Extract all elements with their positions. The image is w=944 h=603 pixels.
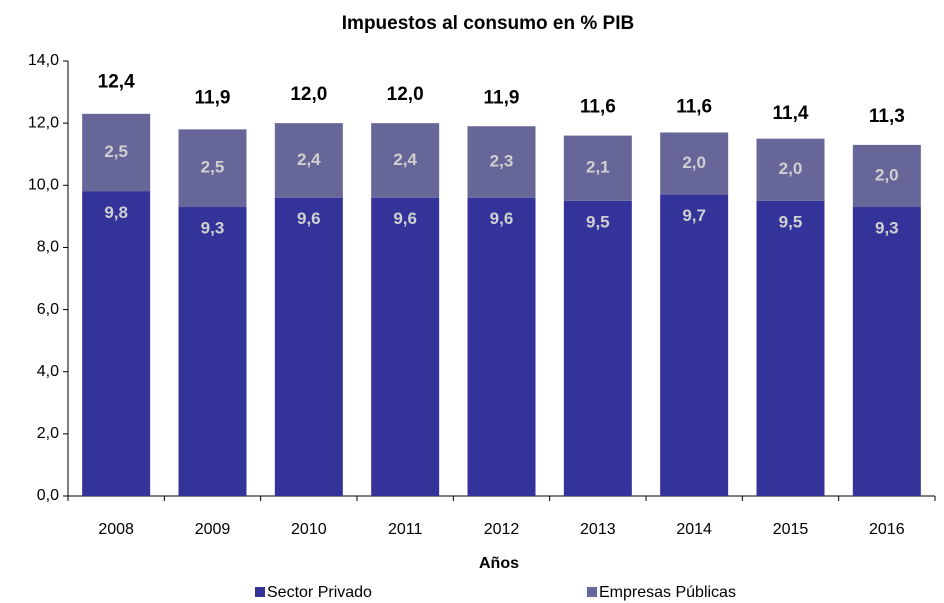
bar-segment xyxy=(563,200,632,497)
total-label: 11,9 xyxy=(195,87,231,108)
bar-segment xyxy=(660,132,729,195)
bar-segment xyxy=(852,207,921,497)
x-tick-label: 2012 xyxy=(484,521,520,538)
x-tick-label: 2010 xyxy=(291,521,327,538)
data-label: 9,7 xyxy=(682,206,706,225)
data-label: 9,6 xyxy=(297,209,321,228)
bar-segment xyxy=(178,207,247,497)
data-label: 2,4 xyxy=(393,150,417,169)
x-tick-label: 2015 xyxy=(773,521,809,538)
x-tick-label: 2009 xyxy=(195,521,231,538)
data-label: 2,5 xyxy=(104,142,128,161)
total-label: 11,3 xyxy=(869,106,905,127)
bar-segment xyxy=(371,197,440,496)
total-label: 11,4 xyxy=(773,103,809,124)
x-tick-label: 2008 xyxy=(98,521,134,538)
data-label: 2,0 xyxy=(875,165,899,184)
bar-segment xyxy=(274,197,343,496)
bar-segment xyxy=(82,113,151,192)
legend-swatch xyxy=(255,587,265,597)
legend-swatch xyxy=(587,587,597,597)
bar-segment xyxy=(467,126,536,198)
data-label: 9,5 xyxy=(779,212,803,231)
total-label: 11,9 xyxy=(484,87,520,108)
bar-segment xyxy=(178,129,247,208)
legend-label: Empresas Públicas xyxy=(599,584,736,601)
bar-segment xyxy=(756,138,825,201)
y-tick-label: 2,0 xyxy=(37,425,59,442)
y-tick-label: 0,0 xyxy=(37,487,59,504)
bar-segment xyxy=(467,197,536,496)
bar-segment xyxy=(274,123,343,198)
data-label: 2,4 xyxy=(297,150,321,169)
data-label: 2,3 xyxy=(490,151,514,170)
total-label: 12,0 xyxy=(387,84,424,105)
y-tick-label: 14,0 xyxy=(28,52,59,69)
bar-segment xyxy=(563,135,632,201)
y-tick-label: 4,0 xyxy=(37,363,59,380)
legend-label: Sector Privado xyxy=(267,584,372,601)
x-axis-label: Años xyxy=(479,555,519,572)
data-label: 9,5 xyxy=(586,212,610,231)
x-tick-label: 2016 xyxy=(869,521,905,538)
total-label: 12,4 xyxy=(98,72,135,93)
y-tick-label: 12,0 xyxy=(28,114,59,131)
data-label: 9,6 xyxy=(490,209,514,228)
bar-segment xyxy=(660,194,729,496)
bar-segment xyxy=(852,144,921,208)
chart-title: Impuestos al consumo en % PIB xyxy=(342,13,634,34)
total-label: 11,6 xyxy=(580,97,616,118)
total-label: 12,0 xyxy=(290,84,327,105)
y-tick-label: 10,0 xyxy=(28,177,59,194)
x-tick-label: 2013 xyxy=(580,521,616,538)
data-label: 9,3 xyxy=(875,219,899,238)
bar-segment xyxy=(82,191,151,496)
x-tick-label: 2014 xyxy=(676,521,712,538)
data-label: 9,8 xyxy=(104,203,128,222)
data-label: 9,6 xyxy=(393,209,417,228)
y-tick-label: 6,0 xyxy=(37,301,59,318)
data-label: 2,1 xyxy=(586,158,610,177)
bar-segment xyxy=(756,200,825,497)
bar-segment xyxy=(371,123,440,198)
data-label: 2,5 xyxy=(201,158,225,177)
data-label: 2,0 xyxy=(682,153,706,172)
total-label: 11,6 xyxy=(676,97,712,118)
data-label: 2,0 xyxy=(779,159,803,178)
data-label: 9,3 xyxy=(201,219,225,238)
x-tick-label: 2011 xyxy=(388,521,423,538)
y-tick-label: 8,0 xyxy=(37,239,59,256)
